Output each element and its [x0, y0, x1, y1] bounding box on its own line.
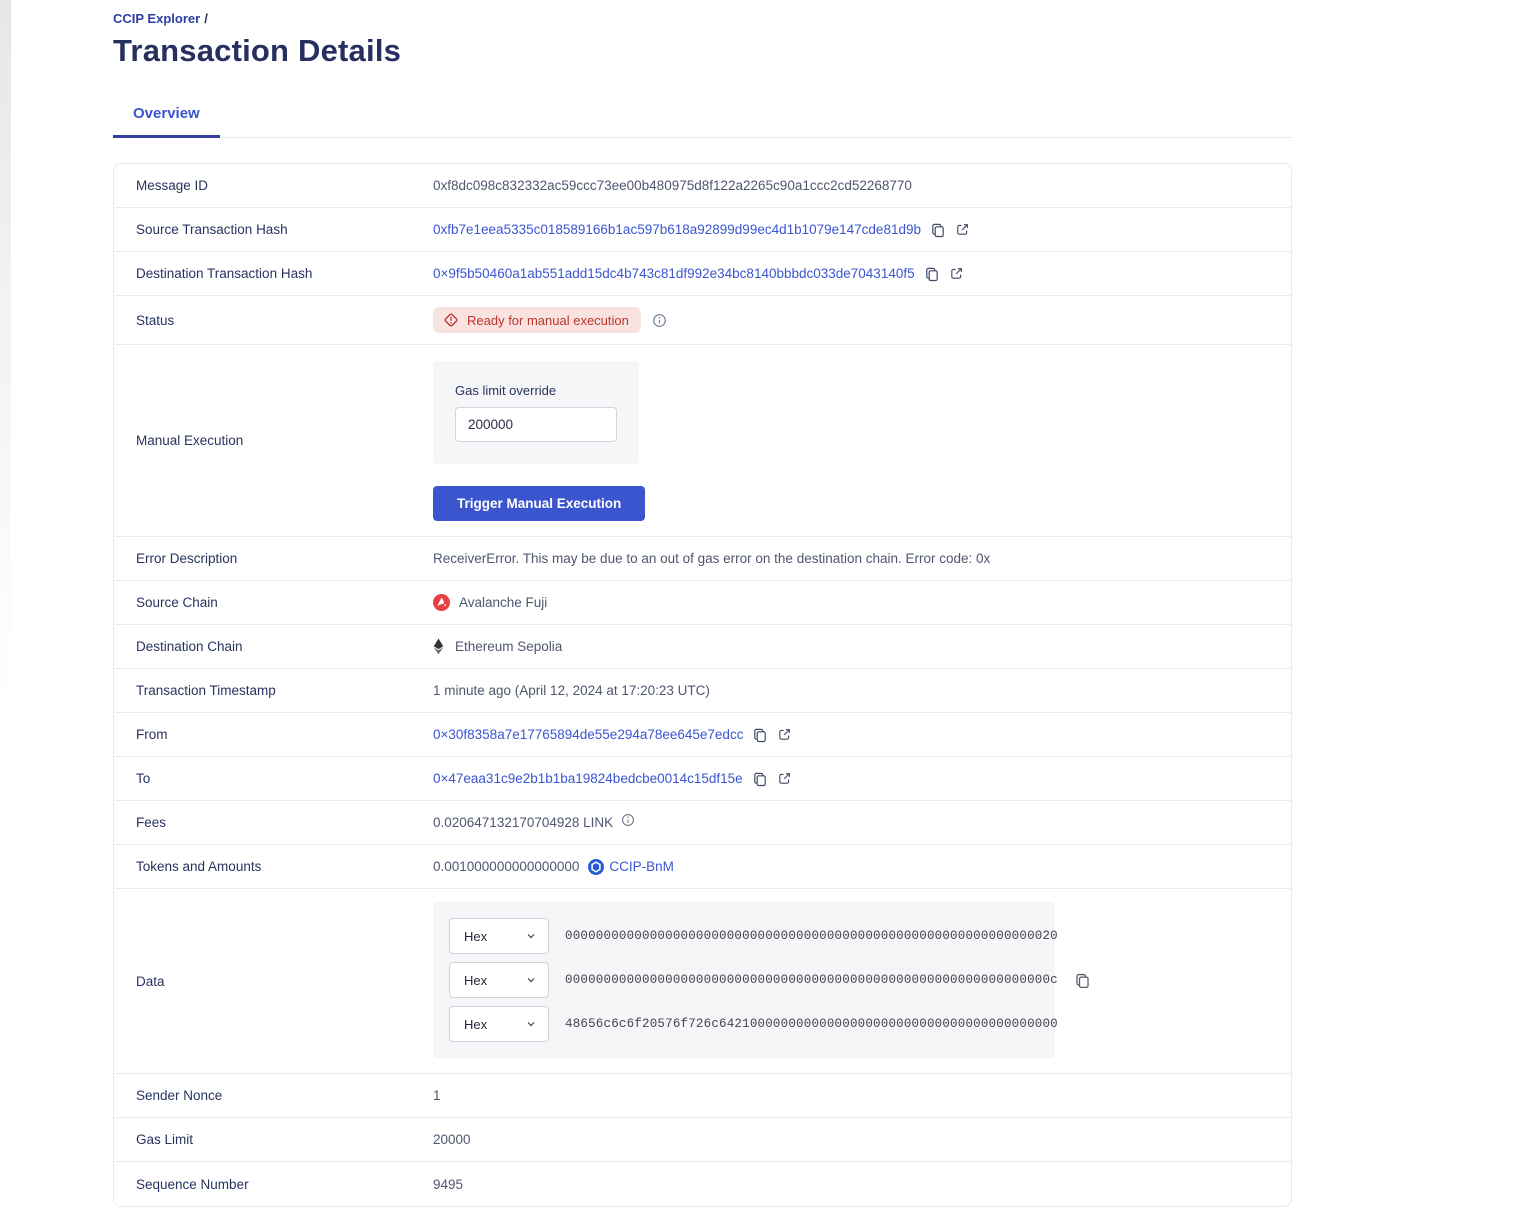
data-hex-panel: Hex 000000000000000000000000000000000000…	[433, 902, 1058, 1058]
warning-diamond-icon	[443, 312, 459, 328]
error-description-label: Error Description	[136, 551, 238, 566]
trigger-manual-execution-button[interactable]: Trigger Manual Execution	[433, 486, 646, 521]
table-row-message-id: Message ID 0xf8dc098c832332ac59ccc73ee00…	[114, 164, 1291, 208]
tokens-and-amounts-label: Tokens and Amounts	[136, 859, 262, 874]
table-row-sequence-number: Sequence Number 9495	[114, 1162, 1291, 1206]
destination-chain-value: Ethereum Sepolia	[455, 639, 563, 654]
sequence-number-value: 9495	[433, 1176, 464, 1192]
external-link-icon[interactable]	[955, 222, 970, 237]
to-address-link[interactable]: 0×47eaa31c9e2b1b1ba19824bedcbe0014c15df1…	[433, 771, 743, 786]
destination-chain-label: Destination Chain	[136, 639, 243, 654]
table-row-from: From 0×30f8358a7e17765894de55e294a78ee64…	[114, 713, 1291, 757]
table-row-transaction-timestamp: Transaction Timestamp 1 minute ago (Apri…	[114, 669, 1291, 713]
gas-limit-label: Gas Limit	[136, 1132, 194, 1147]
token-link[interactable]: CCIP-BnM	[588, 858, 674, 875]
table-row-to: To 0×47eaa31c9e2b1b1ba19824bedcbe0014c15…	[114, 757, 1291, 801]
message-id-value: 0xf8dc098c832332ac59ccc73ee00b480975d8f1…	[433, 178, 912, 193]
sender-nonce-value: 1	[433, 1088, 441, 1103]
ccip-bnm-token-icon	[588, 858, 605, 875]
table-row-source-chain: Source Chain Avalanche Fuji	[114, 581, 1291, 625]
tab-overview-label: Overview	[133, 105, 200, 122]
external-link-icon[interactable]	[777, 771, 792, 786]
data-label: Data	[136, 973, 165, 989]
transaction-details-table: Message ID 0xf8dc098c832332ac59ccc73ee00…	[113, 163, 1292, 1207]
table-row-gas-limit: Gas Limit 20000	[114, 1118, 1291, 1162]
chevron-down-icon	[525, 1018, 537, 1030]
token-link-label: CCIP-BnM	[609, 859, 674, 874]
copy-icon[interactable]	[752, 727, 768, 743]
table-row-error-description: Error Description ReceiverError. This ma…	[114, 537, 1291, 581]
breadcrumb: CCIP Explorer /	[113, 0, 1292, 26]
page-title: Transaction Details	[113, 33, 402, 68]
table-row-tokens-and-amounts: Tokens and Amounts 0.001000000000000000 …	[114, 845, 1291, 889]
data-hex-line: 0000000000000000000000000000000000000000…	[565, 973, 1058, 987]
breadcrumb-link-ccip-explorer[interactable]: CCIP Explorer	[113, 11, 201, 26]
data-encoding-select-value: Hex	[464, 928, 488, 944]
table-row-source-tx-hash: Source Transaction Hash 0xfb7e1eea5335c0…	[114, 208, 1291, 252]
ethereum-icon	[433, 638, 444, 655]
message-id-label: Message ID	[136, 178, 209, 193]
error-description-value: ReceiverError. This may be due to an out…	[433, 551, 991, 566]
status-label: Status	[136, 312, 175, 328]
copy-icon[interactable]	[924, 266, 940, 282]
copy-icon[interactable]	[752, 771, 768, 787]
tab-bar: Overview	[113, 105, 1292, 138]
external-link-icon[interactable]	[777, 727, 792, 742]
table-row-destination-chain: Destination Chain Ethereum Sepolia	[114, 625, 1291, 669]
source-chain-value: Avalanche Fuji	[459, 595, 548, 610]
fees-label: Fees	[136, 815, 167, 830]
external-link-icon[interactable]	[949, 266, 964, 281]
data-encoding-select[interactable]: Hex	[449, 1006, 549, 1042]
dest-tx-hash-link[interactable]: 0×9f5b50460a1ab551add15dc4b743c81df992e3…	[433, 266, 915, 281]
chevron-down-icon	[525, 930, 537, 942]
table-row-dest-tx-hash: Destination Transaction Hash 0×9f5b50460…	[114, 252, 1291, 296]
data-encoding-select[interactable]: Hex	[449, 962, 549, 998]
dest-tx-hash-label: Destination Transaction Hash	[136, 266, 313, 281]
breadcrumb-separator: /	[204, 11, 208, 26]
table-row-sender-nonce: Sender Nonce 1	[114, 1074, 1291, 1118]
sequence-number-label: Sequence Number	[136, 1176, 249, 1192]
main-content: CCIP Explorer / Transaction Details Overv…	[113, 0, 1292, 1207]
info-icon[interactable]	[652, 313, 667, 328]
data-line: Hex 000000000000000000000000000000000000…	[449, 918, 1058, 954]
source-tx-hash-label: Source Transaction Hash	[136, 222, 288, 237]
chevron-down-icon	[525, 974, 537, 986]
data-hex-line: 48656c6c6f20576f726c64210000000000000000…	[565, 1017, 1058, 1031]
gas-limit-override-input[interactable]	[455, 407, 617, 442]
table-row-status: Status Ready for manual execution	[114, 296, 1291, 345]
data-hex-line: 0000000000000000000000000000000000000000…	[565, 929, 1058, 943]
status-badge-label: Ready for manual execution	[467, 312, 629, 328]
from-label: From	[136, 727, 168, 742]
data-line: Hex 000000000000000000000000000000000000…	[449, 962, 1058, 998]
table-row-data: Data Hex 0000000000000000000000000000000…	[114, 889, 1291, 1074]
avalanche-icon	[433, 594, 450, 611]
from-address-link[interactable]: 0×30f8358a7e17765894de55e294a78ee645e7ed…	[433, 727, 744, 742]
token-amount-value: 0.001000000000000000	[433, 859, 580, 874]
gas-limit-override-panel: Gas limit override	[433, 361, 639, 464]
fees-value: 0.020647132170704928 LINK	[433, 815, 614, 830]
transaction-timestamp-value: 1 minute ago (April 12, 2024 at 17:20:23…	[433, 683, 710, 698]
gas-limit-override-label: Gas limit override	[455, 383, 557, 398]
table-row-fees: Fees 0.020647132170704928 LINK	[114, 801, 1291, 845]
gas-limit-value: 20000	[433, 1132, 471, 1147]
tab-overview[interactable]: Overview	[113, 105, 220, 138]
transaction-timestamp-label: Transaction Timestamp	[136, 683, 276, 698]
copy-icon[interactable]	[1074, 972, 1091, 989]
data-line: Hex 48656c6c6f20576f726c6421000000000000…	[449, 1006, 1058, 1042]
left-edge-shadow	[0, 0, 11, 700]
info-icon[interactable]	[621, 813, 635, 827]
table-row-manual-execution: Manual Execution Gas limit override Trig…	[114, 345, 1291, 537]
manual-execution-label: Manual Execution	[136, 433, 244, 448]
source-tx-hash-link[interactable]: 0xfb7e1eea5335c018589166b1ac597b618a9289…	[433, 222, 921, 237]
data-encoding-select-value: Hex	[464, 1016, 488, 1032]
to-label: To	[136, 771, 151, 786]
status-badge: Ready for manual execution	[433, 307, 641, 333]
sender-nonce-label: Sender Nonce	[136, 1088, 223, 1103]
data-encoding-select-value: Hex	[464, 972, 488, 988]
copy-icon[interactable]	[930, 222, 946, 238]
data-encoding-select[interactable]: Hex	[449, 918, 549, 954]
source-chain-label: Source Chain	[136, 595, 218, 610]
